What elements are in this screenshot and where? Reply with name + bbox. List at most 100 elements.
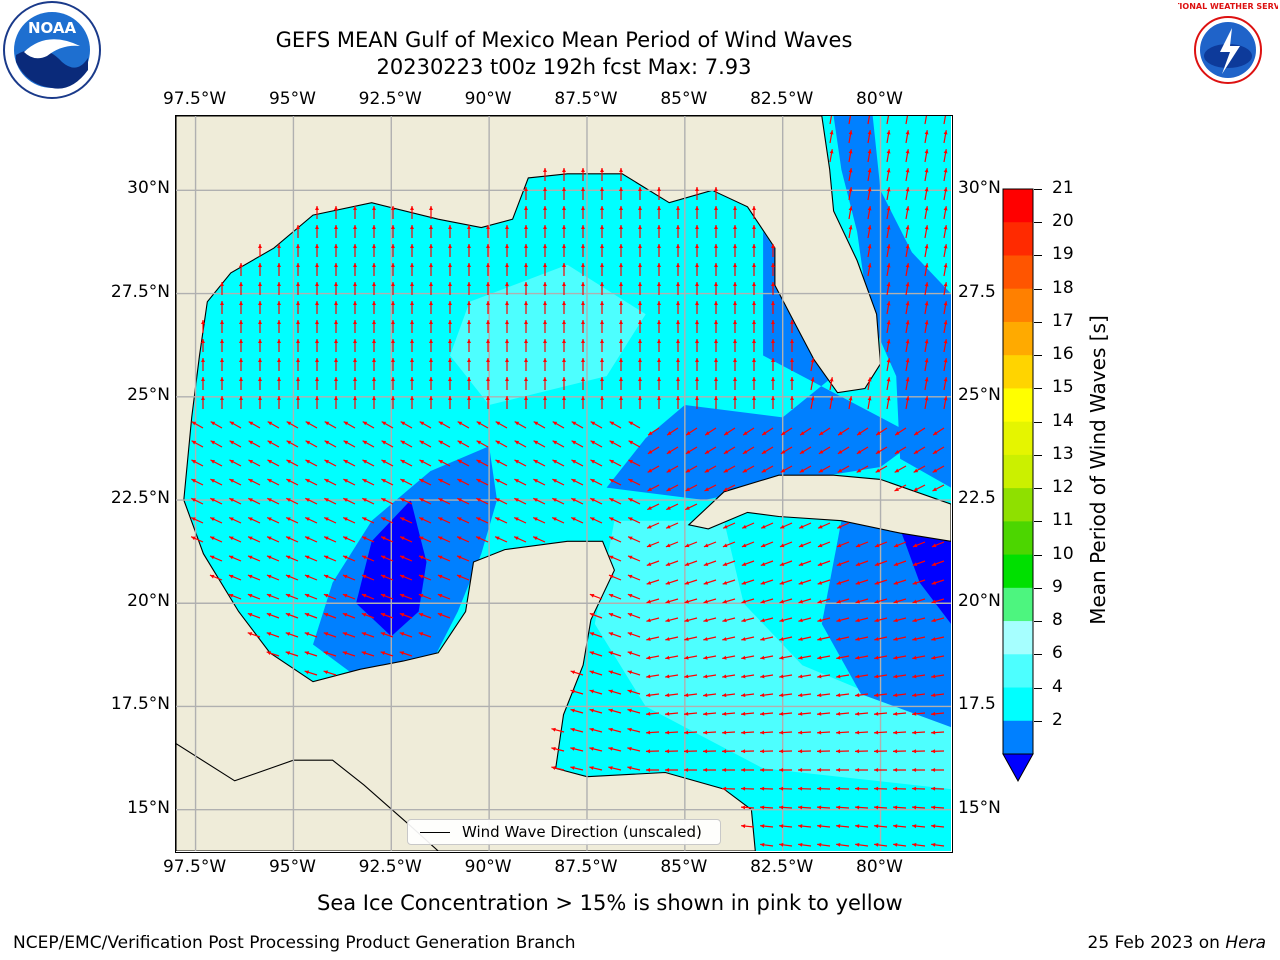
wave-arrow <box>457 421 470 429</box>
wave-arrow <box>209 536 223 543</box>
wave-arrow <box>798 824 812 829</box>
wave-arrow <box>627 612 641 619</box>
wave-arrow <box>247 536 261 543</box>
wave-arrow <box>467 263 471 276</box>
wave-arrow <box>562 168 566 181</box>
wave-arrow <box>685 465 698 473</box>
wave-arrow <box>894 427 907 436</box>
wave-arrow <box>589 516 603 524</box>
wave-arrow <box>353 396 357 409</box>
wave-arrow <box>695 377 699 390</box>
wave-arrow <box>543 168 547 181</box>
wave-arrow <box>778 805 793 810</box>
wave-arrow <box>837 427 850 436</box>
wave-arrow <box>543 396 547 409</box>
wave-arrow <box>609 421 622 429</box>
wave-arrow <box>856 465 869 473</box>
wave-arrow <box>543 320 547 333</box>
wave-arrow <box>323 516 337 524</box>
wave-arrow <box>893 617 907 623</box>
wave-arrow <box>362 478 375 486</box>
wave-arrow <box>638 244 642 257</box>
wave-arrow <box>676 244 680 257</box>
wave-arrow <box>886 263 891 277</box>
wave-arrow <box>361 555 375 562</box>
wave-arrow <box>380 651 394 657</box>
wave-arrow <box>892 786 907 791</box>
wave-arrow <box>220 377 224 390</box>
wave-arrow <box>646 617 660 623</box>
wave-arrow <box>448 301 452 314</box>
wave-arrow <box>543 263 547 276</box>
wave-arrow <box>924 282 929 296</box>
wave-arrow <box>779 842 793 847</box>
wave-arrow <box>258 282 262 295</box>
wave-arrow <box>627 651 641 657</box>
wave-arrow <box>665 579 679 585</box>
wave-arrow <box>267 421 280 429</box>
wave-arrow <box>600 301 604 314</box>
wave-arrow <box>930 805 945 810</box>
wave-arrow <box>457 459 470 467</box>
wave-arrow <box>600 377 604 390</box>
wave-arrow <box>589 612 603 619</box>
wave-arrow <box>552 497 565 505</box>
chart-title-line1: GEFS MEAN Gulf of Mexico Mean Period of … <box>275 28 853 52</box>
wave-arrow <box>437 555 451 562</box>
wave-arrow <box>741 541 755 548</box>
wave-arrow <box>911 730 926 735</box>
wave-arrow <box>571 440 584 448</box>
colorbar-tick-mark <box>1034 288 1042 290</box>
wave-arrow <box>609 459 622 467</box>
wave-arrow <box>419 459 432 467</box>
wave-arrow <box>740 768 755 772</box>
wave-arrow <box>931 655 945 660</box>
wave-arrow <box>391 225 395 238</box>
wave-arrow <box>239 339 243 352</box>
wave-arrow <box>752 396 756 409</box>
wave-arrow <box>836 674 850 679</box>
wave-arrow <box>817 693 831 698</box>
colorbar-tick-label: 20 <box>1052 211 1074 232</box>
wave-arrow <box>600 244 604 257</box>
wave-arrow <box>657 320 661 333</box>
lat-tick-right: 25°N <box>958 384 1001 405</box>
wave-arrow <box>486 263 490 276</box>
wave-arrow <box>873 749 888 754</box>
wave-arrow <box>457 478 470 486</box>
wave-arrow <box>380 536 394 543</box>
wave-arrow <box>676 301 680 314</box>
wave-arrow <box>619 225 623 238</box>
wave-arrow <box>638 339 642 352</box>
wave-arrow <box>779 617 793 623</box>
wave-arrow <box>685 503 698 511</box>
wave-arrow <box>608 689 622 695</box>
wave-arrow <box>893 541 907 548</box>
wave-arrow <box>342 516 356 524</box>
wave-arrow <box>399 593 413 600</box>
colorbar-tick-mark <box>1034 687 1042 689</box>
wave-arrow <box>343 421 356 429</box>
wave-arrow <box>867 149 872 163</box>
wave-arrow <box>448 358 452 371</box>
wave-arrow <box>779 674 793 679</box>
wave-arrow <box>913 446 926 455</box>
lat-tick-left: 30°N <box>127 178 170 199</box>
wave-arrow <box>315 301 319 314</box>
wave-arrow <box>533 478 546 486</box>
wave-arrow <box>551 746 565 752</box>
noaa-logo: NOAA <box>2 0 102 100</box>
sea-light-caribbean <box>594 520 951 790</box>
wave-arrow <box>589 766 603 771</box>
wave-arrow <box>533 440 546 448</box>
wave-arrow <box>533 421 546 429</box>
wave-arrow <box>476 497 489 505</box>
wave-arrow <box>524 358 528 371</box>
wave-arrow <box>323 555 337 562</box>
wave-arrow <box>391 282 395 295</box>
wave-arrow <box>779 579 793 585</box>
wave-arrow <box>760 560 774 567</box>
wave-arrow <box>362 440 375 448</box>
wave-arrow <box>315 377 319 390</box>
wave-arrow <box>638 301 642 314</box>
